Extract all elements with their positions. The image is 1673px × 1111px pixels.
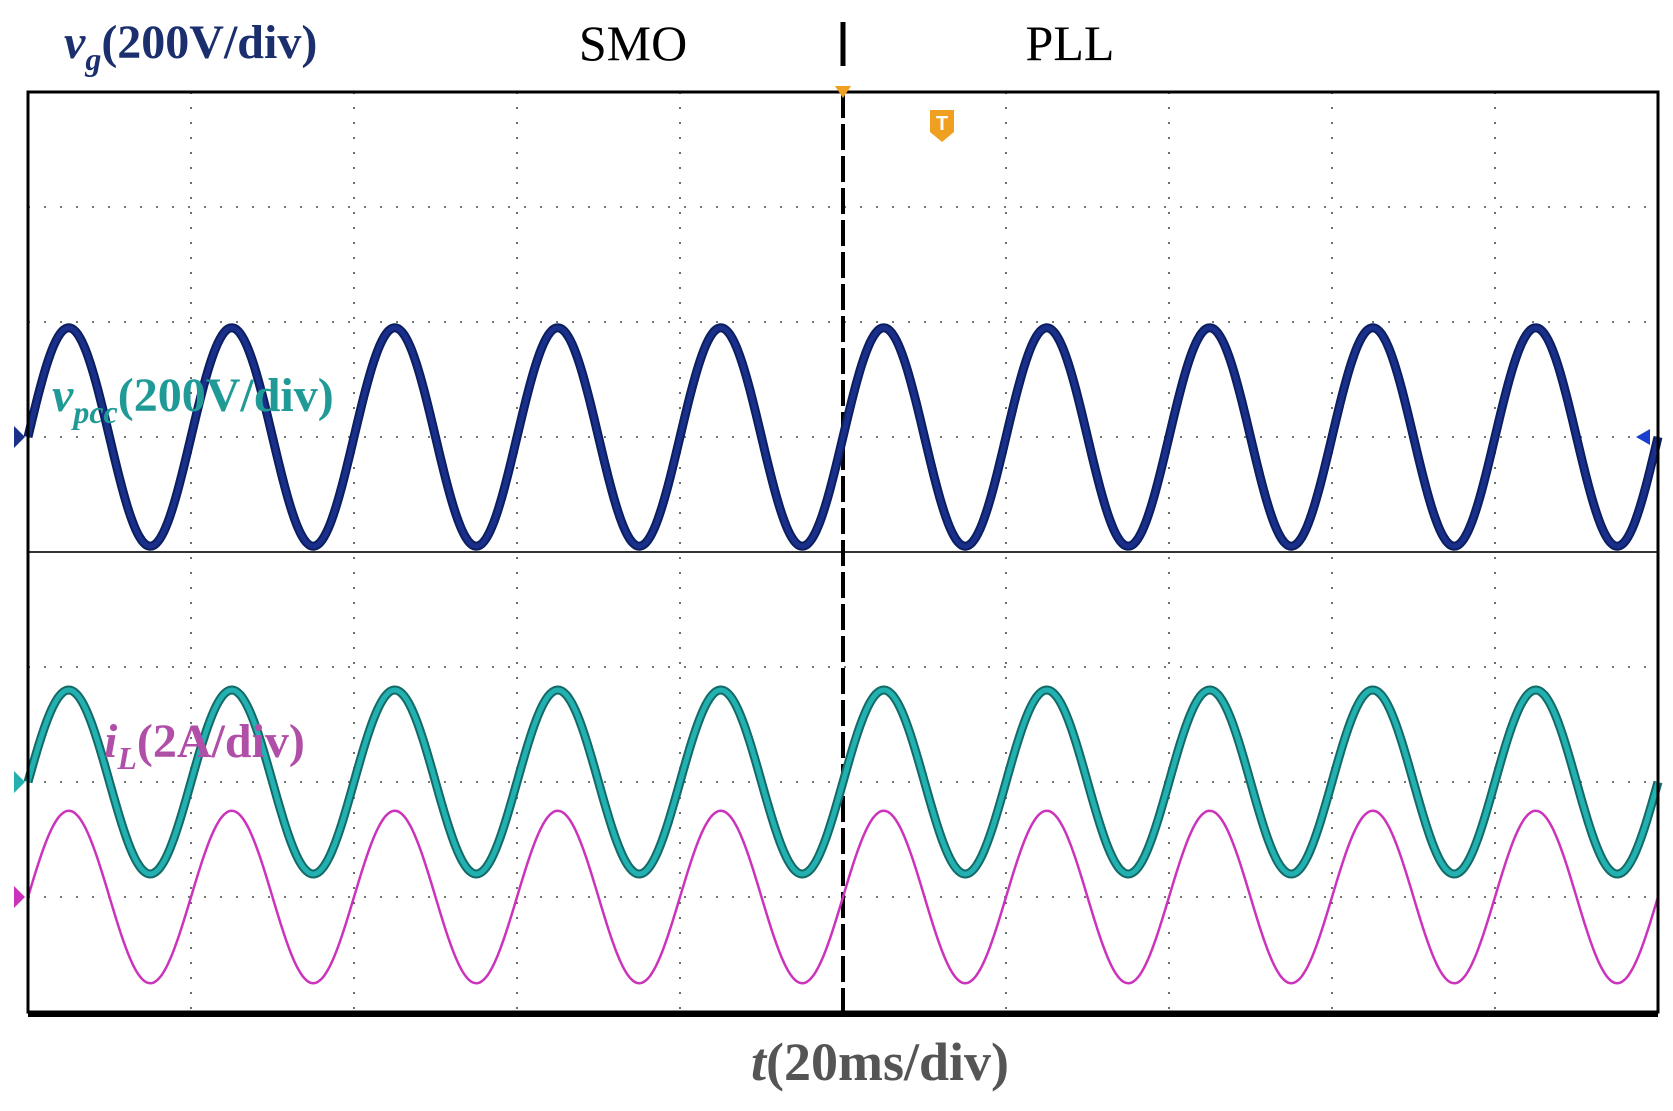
x-axis-unit: (20ms/div) xyxy=(766,1032,1009,1092)
channel-marker-vpcc xyxy=(14,771,25,793)
il-var: i xyxy=(104,715,118,768)
channel-label-il: iL(2A/div) xyxy=(104,715,305,776)
il-unit: (2A/div) xyxy=(137,715,305,768)
vg-var: v xyxy=(64,16,86,69)
vg-unit: (200V/div) xyxy=(101,16,317,69)
level-arrow-icon xyxy=(1636,429,1650,445)
vpcc-sub: pcc xyxy=(70,394,117,430)
vg-sub: g xyxy=(84,41,101,77)
grid xyxy=(28,92,1658,1012)
trace-vg xyxy=(25,325,1661,549)
vpcc-var: v xyxy=(52,369,74,422)
channel-markers: T xyxy=(14,86,1650,908)
traces xyxy=(23,323,1663,985)
region-label-pll: PLL xyxy=(1026,15,1115,71)
trigger-position-icon xyxy=(835,86,851,98)
channel-label-vpcc: vpcc(200V/div) xyxy=(52,369,334,430)
trace-vpcc xyxy=(25,687,1661,877)
channel-marker-iL xyxy=(14,886,25,908)
vpcc-unit: (200V/div) xyxy=(118,369,334,422)
trigger-flag-letter: T xyxy=(936,113,948,135)
x-axis-label: t(20ms/div) xyxy=(751,1032,1009,1092)
trace-iL xyxy=(26,809,1660,985)
il-sub: L xyxy=(116,740,137,776)
region-label-smo: SMO xyxy=(579,15,687,71)
x-axis-var: t xyxy=(751,1032,768,1092)
channel-label-vg: vg(200V/div) xyxy=(64,16,317,77)
channel-marker-vg xyxy=(14,426,25,448)
trigger-flag-icon xyxy=(930,110,954,142)
